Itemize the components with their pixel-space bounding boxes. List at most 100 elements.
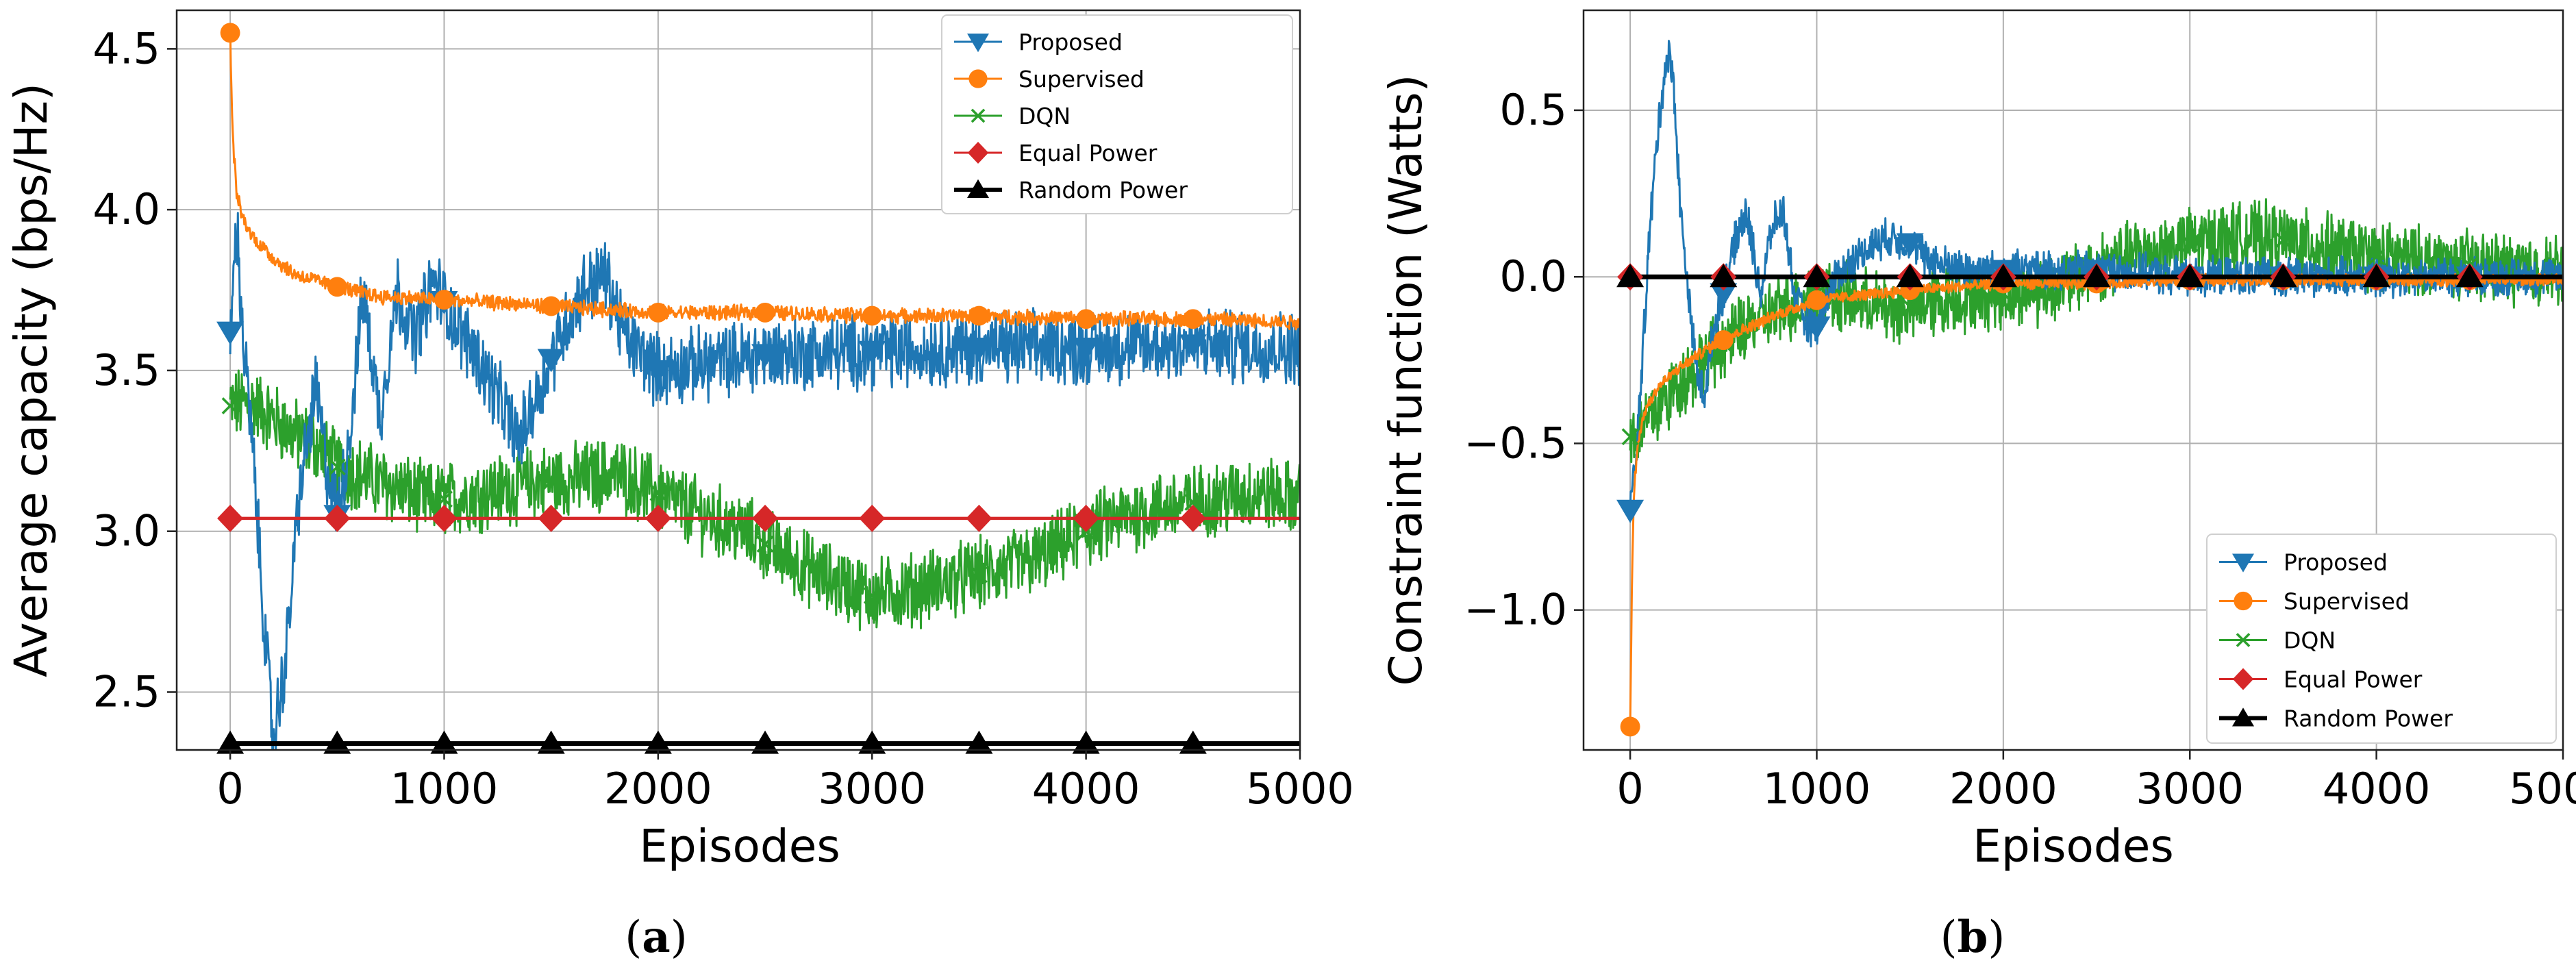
- ticks-constraint: 0 1000 2000 3000 4000 5000 −1.0 −0.5 0.0 0.5: [1464, 85, 2576, 814]
- x-tick: 5000: [1246, 750, 1354, 814]
- marker-random-power: [1896, 264, 1924, 288]
- x-tick: 1000: [1763, 750, 1871, 814]
- legend-item-proposed: Proposed: [2219, 549, 2388, 576]
- marker-random-power: [216, 730, 245, 754]
- legend-item-proposed: Proposed: [954, 29, 1123, 55]
- marker-supervised: [1076, 309, 1097, 329]
- marker-random-power: [537, 730, 565, 754]
- marker-dqn: [970, 566, 988, 584]
- x-tick: 1000: [390, 750, 498, 814]
- marker-random-power: [2176, 264, 2204, 288]
- legend-label: Proposed: [2284, 549, 2388, 576]
- legend-item-supervised: Supervised: [954, 66, 1145, 92]
- y-tick-label: 2.5: [92, 666, 160, 716]
- y-tick: 0.0: [1499, 251, 1584, 301]
- y-tick-label: 3.0: [92, 506, 160, 556]
- marker-proposed: [1896, 233, 1924, 257]
- marker-random-power: [1710, 264, 1738, 288]
- legend-item-dqn: DQN: [954, 103, 1071, 129]
- y-tick: 3.0: [92, 506, 177, 556]
- marker-random-power: [2362, 264, 2390, 288]
- series-line-dqn: [229, 369, 1300, 631]
- marker-supervised: [434, 290, 454, 310]
- marker-dqn: [436, 490, 453, 508]
- marker-equal-power: [431, 504, 458, 532]
- marker-equal-power: [859, 504, 886, 532]
- y-tick: 4.0: [92, 184, 177, 234]
- x-tick: 3000: [818, 750, 926, 814]
- y-tick: −0.5: [1464, 418, 1584, 468]
- legend-item-equal-power: Equal Power: [2219, 666, 2423, 693]
- y-tick: 0.5: [1499, 85, 1584, 135]
- legend-item-equal-power: Equal Power: [954, 140, 1158, 166]
- marker-equal-power: [538, 504, 564, 532]
- x-tick-label: 2000: [604, 764, 712, 814]
- marker-proposed: [1803, 316, 1831, 340]
- marker-supervised: [327, 277, 347, 297]
- legend-marker-random-power: [2232, 707, 2254, 727]
- marker-random-power: [1179, 730, 1207, 754]
- x-axis-label-constraint: Episodes: [1973, 820, 2174, 873]
- marker-equal-power: [966, 504, 992, 532]
- x-tick: 4000: [2323, 750, 2431, 814]
- y-axis-label-constraint: Constraint function (Watts): [1379, 75, 1432, 686]
- x-tick-label: 5000: [2509, 764, 2576, 814]
- marker-random-power: [323, 730, 351, 754]
- marker-equal-power: [752, 504, 779, 532]
- y-tick: 3.5: [92, 345, 177, 395]
- legend-item-random-power: Random Power: [2219, 705, 2453, 732]
- legend-marker-supervised: [2234, 591, 2253, 611]
- marker-equal-power: [645, 504, 671, 532]
- legend-label: Random Power: [1018, 177, 1188, 203]
- marker-random-power: [1616, 264, 1645, 288]
- y-tick: −1.0: [1464, 585, 1584, 635]
- marker-proposed: [751, 344, 779, 368]
- legend-marker-supervised: [968, 69, 988, 88]
- x-tick-label: 5000: [1246, 764, 1354, 814]
- marker-random-power: [858, 730, 886, 754]
- legend-marker-equal-power: [2232, 668, 2254, 690]
- marker-proposed: [1710, 283, 1738, 307]
- marker-proposed: [1179, 334, 1207, 358]
- x-tick: 4000: [1032, 750, 1140, 814]
- legend-label: Supervised: [2284, 588, 2410, 615]
- marker-random-power: [644, 730, 672, 754]
- series-markers-capacity: [216, 23, 1207, 754]
- panel-label-b: (b): [1940, 912, 2005, 963]
- y-tick-label: −0.5: [1464, 418, 1567, 468]
- marker-random-power: [430, 730, 458, 754]
- marker-proposed: [537, 349, 565, 373]
- x-tick-label: 2000: [1949, 764, 2058, 814]
- legend-capacity: Proposed Supervised DQN Equal Power Random P…: [941, 14, 1293, 214]
- y-tick: 4.5: [92, 23, 177, 73]
- plot-frame-constraint: [1582, 9, 2564, 751]
- ticks-capacity: 0 1000 2000 3000 4000 5000 2.5 3.0 3.5 4.0 4.5: [92, 23, 1354, 814]
- marker-proposed: [858, 340, 886, 364]
- legend-label: Equal Power: [1018, 140, 1158, 166]
- marker-dqn: [221, 397, 239, 415]
- x-tick-label: 3000: [818, 764, 926, 814]
- marker-supervised: [541, 296, 562, 316]
- marker-random-power: [2455, 264, 2484, 288]
- legend-frame: [941, 14, 1293, 214]
- marker-proposed: [965, 338, 993, 362]
- y-tick-label: 3.5: [92, 345, 160, 395]
- y-tick-label: 0.0: [1499, 251, 1567, 301]
- marker-proposed: [1072, 338, 1100, 362]
- marker-supervised: [755, 302, 775, 323]
- legend-constraint: Proposed Supervised DQN Equal Power Random P…: [2206, 534, 2557, 744]
- x-axis-label-capacity: Episodes: [639, 820, 840, 873]
- x-tick-label: 4000: [2323, 764, 2431, 814]
- marker-dqn: [863, 587, 881, 605]
- x-tick-label: 4000: [1032, 764, 1140, 814]
- x-tick: 0: [216, 750, 244, 814]
- marker-dqn: [542, 473, 560, 490]
- marker-dqn: [2274, 231, 2292, 249]
- legend-marker-proposed: [2232, 553, 2254, 573]
- series-line-proposed: [229, 212, 1300, 750]
- legend-label: Proposed: [1018, 29, 1123, 55]
- y-axis-label-capacity: Average capacity (bps/Hz): [5, 83, 58, 677]
- marker-supervised: [1620, 716, 1640, 737]
- chart-constraint: 0 1000 2000 3000 4000 5000 −1.0 −0.5 0.0 0.5 Epis…: [1379, 9, 2576, 963]
- marker-supervised: [862, 305, 882, 326]
